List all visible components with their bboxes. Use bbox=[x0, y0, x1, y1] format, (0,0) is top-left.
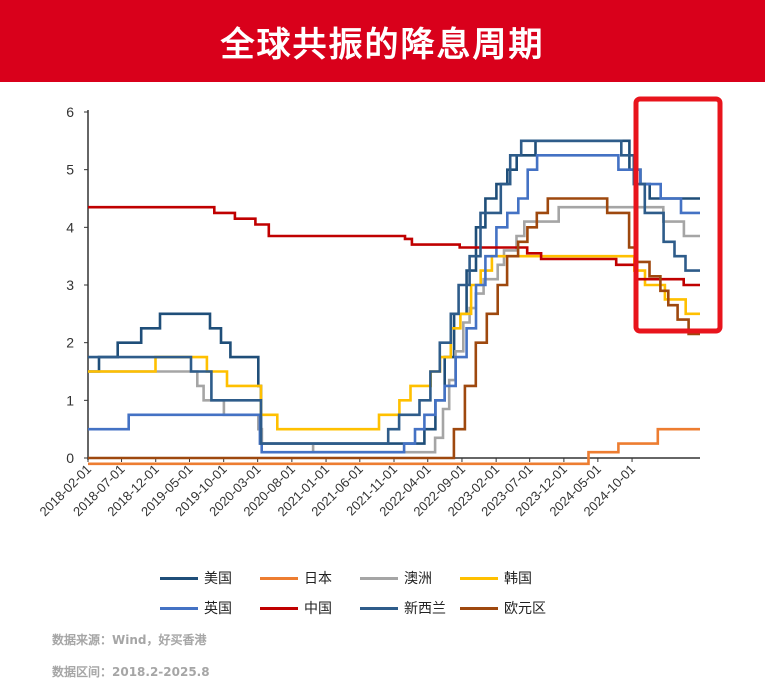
legend-label: 欧元区 bbox=[504, 601, 546, 617]
series-line-中国 bbox=[88, 205, 700, 287]
y-tick-label: 5 bbox=[66, 162, 74, 178]
legend-label: 澳洲 bbox=[404, 571, 432, 587]
legend-item-澳洲: 澳洲 bbox=[360, 568, 432, 588]
page-title: 全球共振的降息周期 bbox=[220, 24, 545, 65]
highlight-box bbox=[633, 96, 723, 334]
series-line-英国 bbox=[88, 154, 700, 454]
legend-item-日本: 日本 bbox=[260, 568, 332, 588]
legend-item-美国: 美国 bbox=[160, 568, 232, 588]
legend-item-中国: 中国 bbox=[260, 598, 332, 618]
series-line-澳洲 bbox=[88, 205, 700, 454]
y-tick-label: 0 bbox=[66, 450, 74, 466]
legend-swatch bbox=[160, 606, 198, 610]
legend-swatch bbox=[260, 606, 298, 610]
series-line-美国 bbox=[88, 139, 700, 445]
rate-chart: 01234562018-02-012018-07-012018-12-01201… bbox=[36, 96, 723, 519]
series-line-日本 bbox=[88, 427, 700, 466]
legend-swatch bbox=[460, 576, 498, 580]
series-line-新西兰 bbox=[88, 139, 700, 445]
legend-item-新西兰: 新西兰 bbox=[360, 598, 446, 618]
y-tick-label: 1 bbox=[66, 392, 74, 408]
legend-item-欧元区: 欧元区 bbox=[460, 598, 546, 618]
source-note: 数据来源：Wind，好买香港 bbox=[52, 633, 207, 647]
legend-swatch bbox=[360, 606, 398, 610]
legend-label: 美国 bbox=[204, 571, 232, 587]
legend-label: 新西兰 bbox=[404, 601, 446, 617]
y-tick-label: 3 bbox=[66, 277, 74, 293]
legend-swatch bbox=[260, 576, 298, 580]
y-tick-label: 2 bbox=[66, 335, 74, 351]
range-note: 数据区间：2018.2-2025.8 bbox=[52, 665, 210, 679]
legend-label: 英国 bbox=[204, 601, 232, 617]
series-line-韩国 bbox=[88, 254, 700, 431]
legend-swatch bbox=[160, 576, 198, 580]
legend-item-英国: 英国 bbox=[160, 598, 232, 618]
legend-label: 日本 bbox=[304, 571, 332, 587]
y-tick-label: 6 bbox=[66, 104, 74, 120]
title-banner: 全球共振的降息周期 bbox=[0, 0, 765, 82]
legend-label: 中国 bbox=[304, 601, 332, 617]
legend-item-韩国: 韩国 bbox=[460, 568, 532, 588]
legend-label: 韩国 bbox=[504, 571, 532, 587]
series-line-欧元区 bbox=[88, 197, 700, 460]
legend-swatch bbox=[460, 606, 498, 610]
legend-swatch bbox=[360, 576, 398, 580]
y-tick-label: 4 bbox=[66, 219, 74, 235]
